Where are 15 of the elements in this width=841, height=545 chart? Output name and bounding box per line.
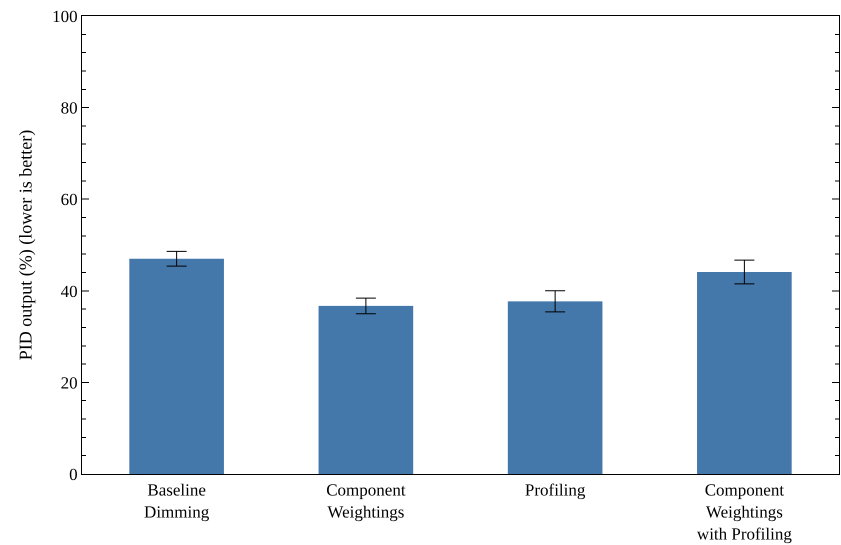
y-tick-label: 60 [60, 190, 78, 210]
y-tick-label: 100 [52, 6, 78, 26]
y-tick-label: 20 [60, 373, 78, 392]
y-tick-label: 80 [60, 98, 78, 118]
y-tick-label: 40 [60, 282, 78, 301]
y-axis-title: PID output (%) (lower is better) [15, 130, 36, 360]
bar [508, 301, 602, 474]
bar [697, 272, 792, 474]
bar [318, 306, 414, 474]
x-tick-label: Profiling [524, 480, 586, 500]
x-tick-label: Baseline Dimming [144, 480, 210, 522]
x-tick-label: Component Weightings [326, 480, 406, 522]
bar [129, 258, 224, 474]
y-tick-label: 0 [69, 464, 78, 484]
x-tick-label: Component Weightings with Profiling [696, 480, 792, 544]
